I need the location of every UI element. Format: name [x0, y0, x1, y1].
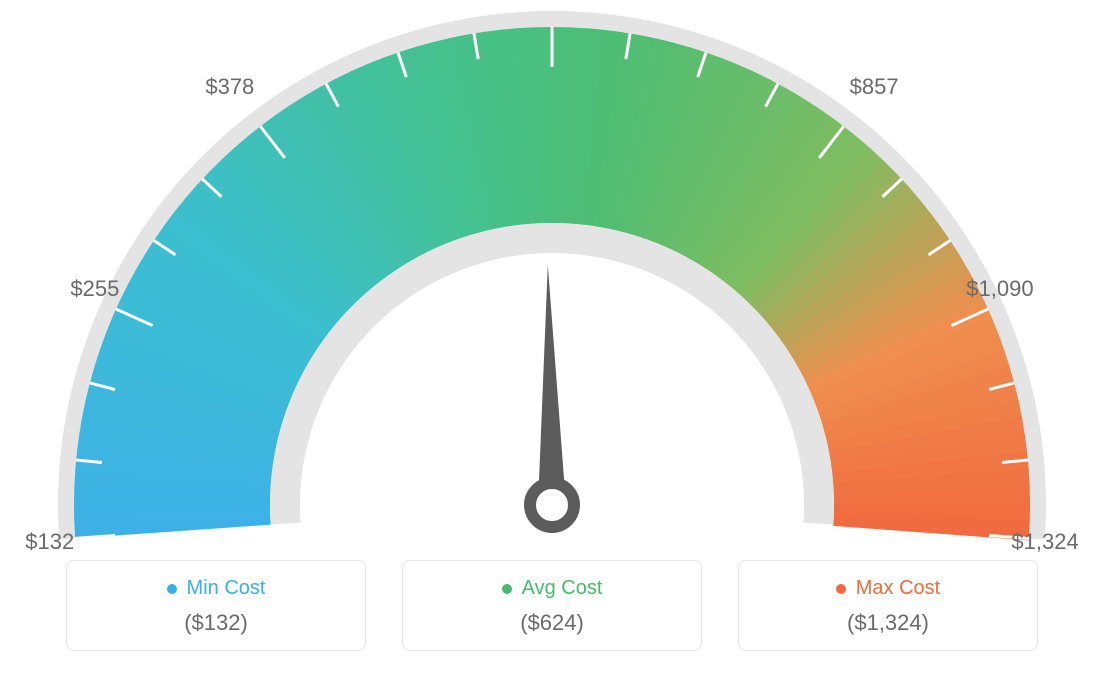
- gauge-tick-label: $255: [70, 276, 119, 302]
- legend-value-avg: ($624): [413, 610, 691, 636]
- gauge-tick-label: $378: [205, 74, 254, 100]
- gauge-tick-label: $132: [25, 529, 74, 555]
- legend-row: Min Cost ($132) Avg Cost ($624) Max Cost…: [0, 560, 1104, 651]
- legend-card-avg: Avg Cost ($624): [402, 560, 702, 651]
- gauge-tick-label: $1,090: [966, 276, 1033, 302]
- gauge-chart: $132$255$378$624$857$1,090$1,324: [0, 0, 1104, 560]
- legend-title-avg: Avg Cost: [522, 577, 603, 600]
- legend-card-min: Min Cost ($132): [66, 560, 366, 651]
- gauge-svg: [0, 0, 1104, 560]
- gauge-tick-label: $1,324: [1011, 529, 1078, 555]
- gauge-tick-label: $857: [850, 74, 899, 100]
- legend-value-max: ($1,324): [749, 610, 1027, 636]
- legend-dot-avg: [502, 584, 512, 594]
- legend-title-min: Min Cost: [187, 577, 266, 600]
- legend-value-min: ($132): [77, 610, 355, 636]
- legend-title-max: Max Cost: [856, 577, 940, 600]
- legend-card-max: Max Cost ($1,324): [738, 560, 1038, 651]
- legend-dot-min: [167, 584, 177, 594]
- legend-dot-max: [836, 584, 846, 594]
